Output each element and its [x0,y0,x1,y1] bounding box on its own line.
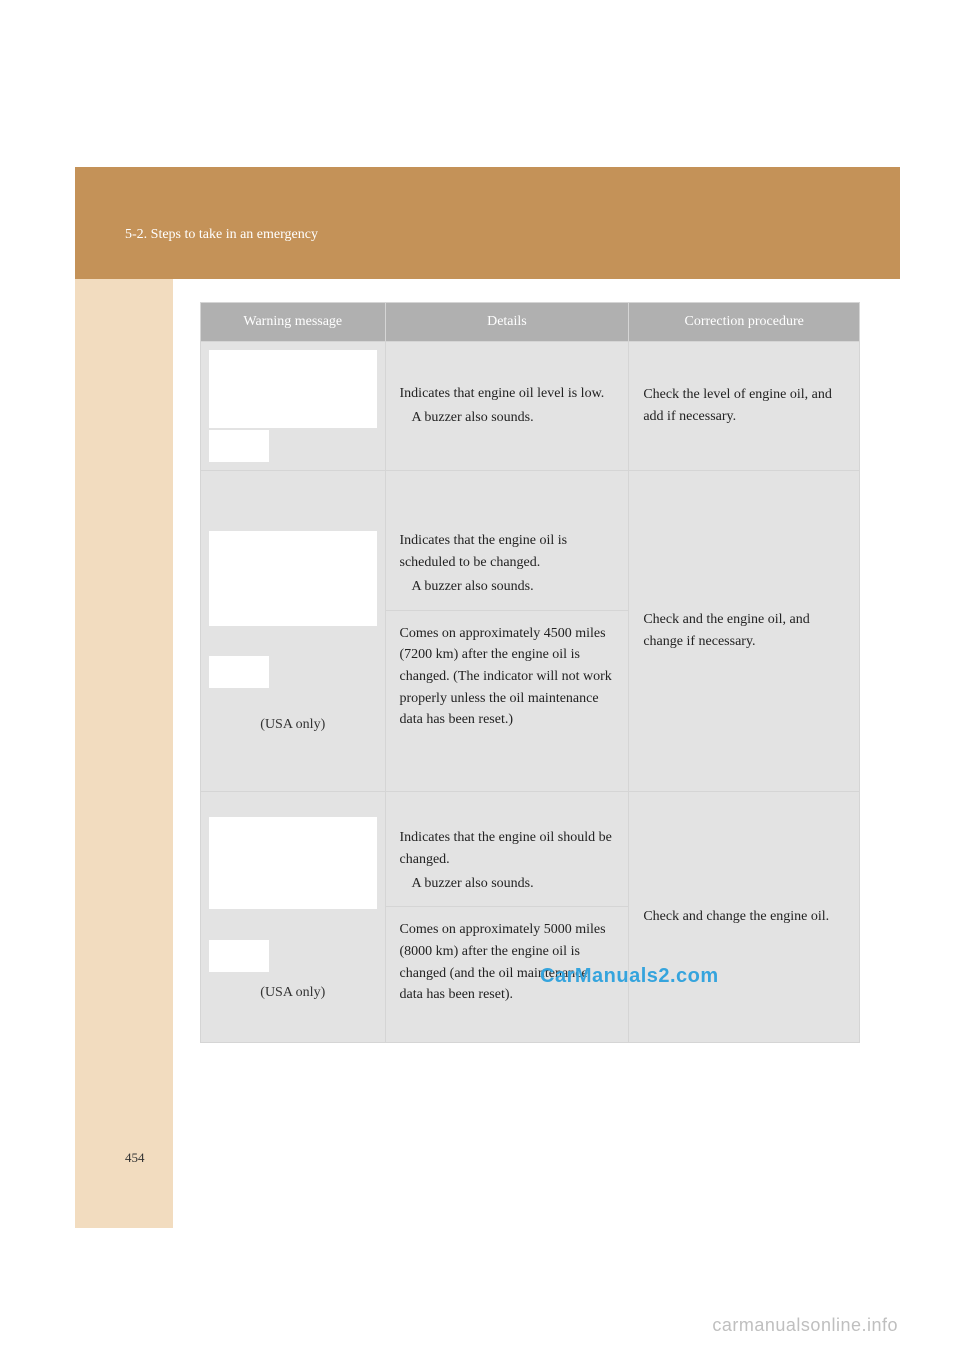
details-block-a: Indicates that the engine oil is schedul… [386,518,629,609]
details-sub: A buzzer also sounds. [400,407,615,429]
warning-cell [201,341,386,470]
warning-caption: (USA only) [201,714,385,736]
watermark-link[interactable]: CarManuals2.com [540,965,719,988]
header-warning: Warning message [201,303,386,342]
warning-image-placeholder [209,350,377,428]
warning-cell: (USA only) [201,791,386,1042]
details-block-b: Comes on approximately 4500 miles (7200 … [386,610,629,743]
correction-cell: Check and the engine oil, and change if … [629,470,860,791]
section-title: 5-2. Steps to take in an emergency [125,227,318,243]
correction-cell: Check the level of engine oil, and add i… [629,341,860,470]
details-sub: A buzzer also sounds. [400,873,615,895]
top-header-band: 5-2. Steps to take in an emergency [75,167,900,279]
details-main: Indicates that engine oil level is low. [400,386,605,401]
warning-caption: (USA only) [201,982,385,1004]
warning-cell: (USA only) [201,470,386,791]
side-color-band [75,279,173,1228]
warning-image-placeholder-small [209,940,269,972]
details-cell: Indicates that the engine oil is schedul… [385,470,629,791]
details-cell: Indicates that the engine oil should be … [385,791,629,1042]
bottom-watermark: carmanualsonline.info [712,1315,898,1336]
header-correction: Correction procedure [629,303,860,342]
warning-image-placeholder-small [209,430,269,462]
warning-image-placeholder [209,817,377,909]
table-header-row: Warning message Details Correction proce… [201,303,860,342]
warning-image-placeholder [209,531,377,626]
details-block-b: Comes on approximately 5000 miles (8000 … [386,906,629,1018]
content-area: Warning message Details Correction proce… [200,302,860,1043]
table-row: (USA only) Indicates that the engine oil… [201,791,860,1042]
details-main: Indicates that the engine oil should be … [400,830,612,867]
details-cell: Indicates that engine oil level is low. … [385,341,629,470]
table-row: Indicates that engine oil level is low. … [201,341,860,470]
table-row: (USA only) Indicates that the engine oil… [201,470,860,791]
warning-image-placeholder-small [209,656,269,688]
details-main: Indicates that the engine oil is schedul… [400,533,568,570]
details-sub: A buzzer also sounds. [400,576,615,598]
warning-table: Warning message Details Correction proce… [200,302,860,1043]
header-details: Details [385,303,629,342]
page-number: 454 [125,1150,145,1166]
details-block-a: Indicates that the engine oil should be … [386,815,629,906]
correction-cell: Check and change the engine oil. [629,791,860,1042]
